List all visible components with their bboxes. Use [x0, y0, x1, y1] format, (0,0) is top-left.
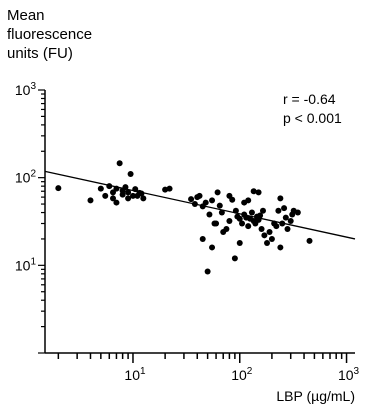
- data-point: [138, 190, 145, 197]
- x-tick-label-base: 10: [231, 367, 247, 383]
- y-tick-label-base: 10: [15, 257, 31, 273]
- y-tick-label-exponent: 2: [30, 169, 36, 180]
- axes: [38, 89, 355, 363]
- data-point: [214, 189, 221, 196]
- data-point: [55, 185, 62, 192]
- y-tick-label: 101: [15, 256, 37, 273]
- data-point: [287, 218, 294, 225]
- data-point: [259, 207, 266, 214]
- data-point: [261, 232, 268, 239]
- data-point: [306, 237, 313, 244]
- data-point: [226, 218, 233, 225]
- data-point: [199, 235, 206, 242]
- data-point: [279, 220, 286, 227]
- data-point: [87, 197, 94, 204]
- data-point: [236, 215, 243, 222]
- x-tick-label-exponent: 3: [354, 366, 360, 377]
- data-point: [213, 220, 220, 227]
- x-tick-label: 103: [338, 366, 360, 383]
- data-point: [188, 196, 195, 203]
- data-point: [196, 192, 203, 199]
- y-axis-label-line-3: units (FU): [7, 45, 73, 62]
- data-point: [209, 244, 216, 251]
- data-point: [110, 195, 117, 202]
- data-point: [231, 255, 238, 262]
- data-point: [257, 212, 264, 219]
- data-point: [113, 185, 120, 192]
- data-point: [245, 197, 252, 204]
- y-tick-label-base: 10: [15, 82, 31, 98]
- data-point: [102, 192, 109, 199]
- data-point: [268, 235, 275, 242]
- data-point: [129, 192, 136, 199]
- data-point: [277, 195, 284, 202]
- y-tick-label: 102: [15, 169, 37, 186]
- data-point: [209, 197, 216, 204]
- data-point: [258, 225, 265, 232]
- y-axis-label-line-2: fluorescence: [7, 26, 93, 43]
- data-point: [284, 225, 291, 232]
- data-point: [125, 189, 132, 196]
- x-tick-label-exponent: 1: [140, 366, 146, 377]
- data-point: [245, 223, 252, 230]
- data-point: [281, 205, 288, 212]
- data-point: [116, 160, 123, 167]
- data-point: [218, 209, 225, 216]
- data-point: [239, 220, 246, 227]
- data-point: [229, 196, 236, 203]
- data-points: [55, 160, 313, 275]
- data-point: [166, 185, 173, 192]
- data-point: [125, 195, 132, 202]
- data-point: [250, 188, 257, 195]
- data-point: [273, 223, 280, 230]
- data-point: [294, 209, 301, 216]
- data-point: [216, 202, 223, 209]
- x-tick-label-base: 10: [338, 367, 354, 383]
- regression-line: [44, 170, 356, 240]
- y-axis-label-line-1: Mean: [7, 7, 45, 24]
- data-point: [282, 214, 289, 221]
- x-tick-label-exponent: 2: [247, 366, 253, 377]
- data-point: [206, 211, 213, 218]
- data-point: [236, 239, 243, 246]
- data-point: [264, 239, 271, 246]
- data-point: [202, 199, 209, 206]
- data-point: [106, 183, 113, 190]
- x-tick-label: 101: [124, 366, 146, 383]
- y-tick-label: 103: [15, 81, 37, 98]
- x-tick-label-base: 10: [124, 367, 140, 383]
- regression-layer: [44, 170, 356, 240]
- data-point: [97, 185, 104, 192]
- y-tick-label-base: 10: [15, 170, 31, 186]
- data-point: [248, 209, 255, 216]
- data-point: [255, 189, 262, 196]
- data-point: [132, 186, 139, 193]
- data-point: [223, 225, 230, 232]
- data-point: [127, 171, 134, 178]
- p-value-annotation: p < 0.001: [283, 110, 342, 126]
- y-tick-label-exponent: 3: [30, 81, 36, 92]
- data-point: [266, 229, 273, 236]
- y-tick-label-exponent: 1: [30, 256, 36, 267]
- data-point: [191, 201, 198, 208]
- x-tick-label: 102: [231, 366, 253, 383]
- data-point: [113, 199, 120, 206]
- data-point: [140, 195, 147, 202]
- correlation-r-annotation: r = -0.64: [283, 91, 336, 107]
- data-point: [277, 244, 284, 251]
- data-point: [275, 207, 282, 214]
- data-point: [122, 184, 129, 191]
- data-point: [204, 268, 211, 275]
- x-axis-label: LBP (µg/mL): [276, 388, 355, 404]
- data-point: [232, 207, 239, 214]
